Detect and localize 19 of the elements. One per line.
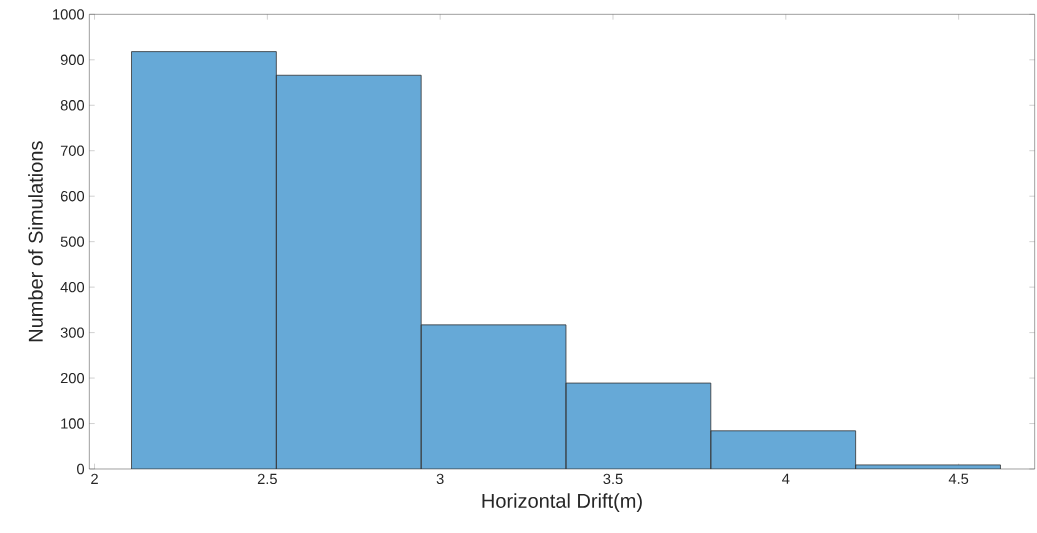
x-tick-label: 3 bbox=[436, 473, 444, 485]
x-tick-label: 3.5 bbox=[603, 473, 623, 485]
y-tick-label: 600 bbox=[60, 191, 85, 202]
x-tick-label: 2.5 bbox=[257, 473, 277, 485]
y-axis-title: Number of Simulations bbox=[28, 141, 43, 342]
x-tick-label: 4 bbox=[782, 473, 790, 484]
y-tick-label: 500 bbox=[60, 236, 85, 247]
y-tick-label: 800 bbox=[60, 100, 85, 111]
y-tick-label: 1000 bbox=[53, 9, 85, 20]
x-axis-title: Horizontal Drift(m) bbox=[482, 493, 642, 512]
y-tick-label: 300 bbox=[60, 327, 85, 338]
y-tick-label: 200 bbox=[60, 372, 85, 384]
x-tick-label: 4.5 bbox=[948, 473, 969, 484]
y-tick-label: 0 bbox=[77, 463, 85, 475]
y-tick-label: 100 bbox=[61, 418, 85, 429]
y-tick-label: 900 bbox=[60, 54, 85, 65]
y-tick-label: 400 bbox=[60, 281, 85, 293]
y-tick-label: 700 bbox=[60, 145, 85, 156]
x-tick-label: 2 bbox=[91, 473, 98, 484]
